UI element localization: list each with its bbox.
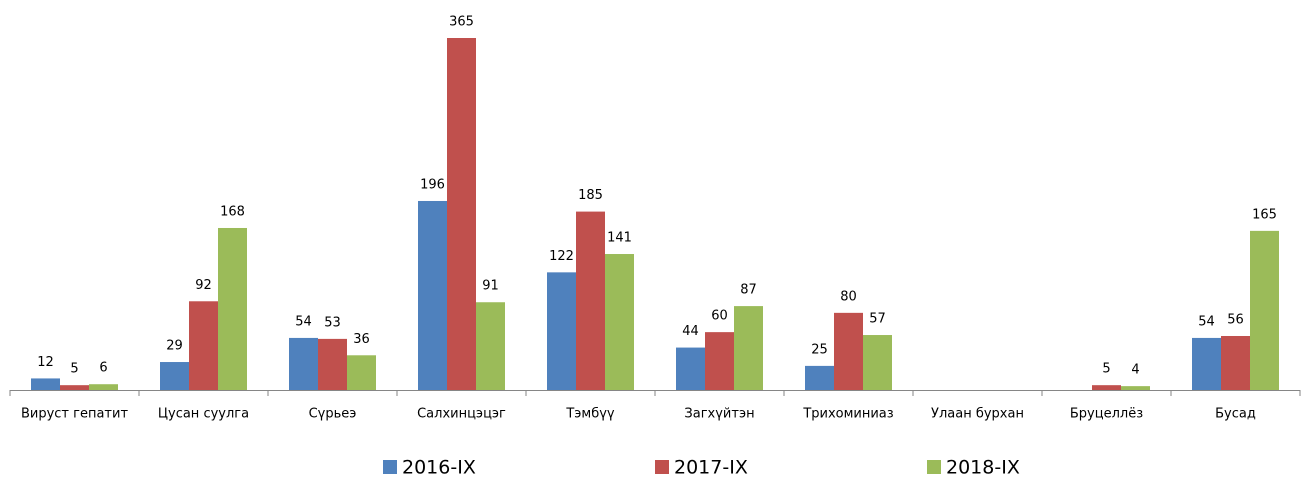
data-label: 92 [195,278,212,293]
data-label: 12 [37,355,54,370]
bar [347,355,376,390]
bar [160,362,189,390]
bar [1092,385,1121,390]
data-label: 44 [682,324,699,339]
x-tick-label: Трихоминиаз [802,407,893,422]
data-label: 4 [1131,363,1139,378]
bar [289,337,318,390]
data-label: 5 [70,362,78,377]
bar [605,254,634,390]
data-label: 91 [482,279,499,294]
x-tick-label: Загхүйтэн [684,407,754,422]
bar [547,272,576,390]
data-label: 56 [1227,312,1244,327]
bar [189,301,218,390]
bar [834,312,863,390]
x-tick-label: Улаан бурхан [931,407,1024,422]
data-label: 25 [811,342,828,357]
bar [60,385,89,390]
data-label: 168 [220,204,245,219]
bar [805,365,834,390]
data-label: 29 [166,339,183,354]
bar [218,227,247,390]
bar [1121,386,1150,390]
legend-text: 2016-IX [402,457,476,479]
bar [1250,230,1279,390]
data-label: 36 [353,332,370,347]
data-label: 54 [295,314,312,329]
bar [1192,337,1221,390]
bar [318,338,347,390]
data-label: 57 [869,312,886,327]
data-label: 87 [740,283,757,298]
x-tick-label: Цусан суулга [158,407,249,422]
bar [705,332,734,390]
bar [476,302,505,390]
data-label: 6 [99,361,107,376]
x-tick-label: Бруцеллёз [1070,407,1143,422]
x-tick-label: Вируст гепатит [21,407,128,422]
x-tick-label: Тэмбүү [565,407,615,422]
data-label: 165 [1252,207,1277,222]
x-tick-label: Бусад [1215,407,1256,422]
data-label: 196 [420,177,445,192]
data-label: 122 [549,249,574,264]
legend-swatch [927,460,941,474]
bar [31,378,60,390]
bar [1221,335,1250,390]
data-label: 5 [1102,362,1110,377]
bar [734,306,763,390]
data-label: 365 [449,15,474,30]
bar [447,38,476,390]
data-label: 141 [607,231,632,246]
bar [418,200,447,390]
data-label: 53 [324,315,341,330]
data-label: 60 [711,309,728,324]
x-tick-label: Сүрьеэ [309,407,357,422]
x-tick-label: Салхинцэцэг [417,407,506,422]
bar [863,335,892,390]
legend-text: 2018-IX [946,457,1020,479]
data-label: 80 [840,289,857,304]
bar [576,211,605,390]
data-label: 54 [1198,314,1215,329]
legend-text: 2017-IX [674,457,748,479]
legend-swatch [655,460,669,474]
bar [89,384,118,390]
data-label: 185 [578,188,603,203]
bar [676,347,705,390]
legend-swatch [383,460,397,474]
